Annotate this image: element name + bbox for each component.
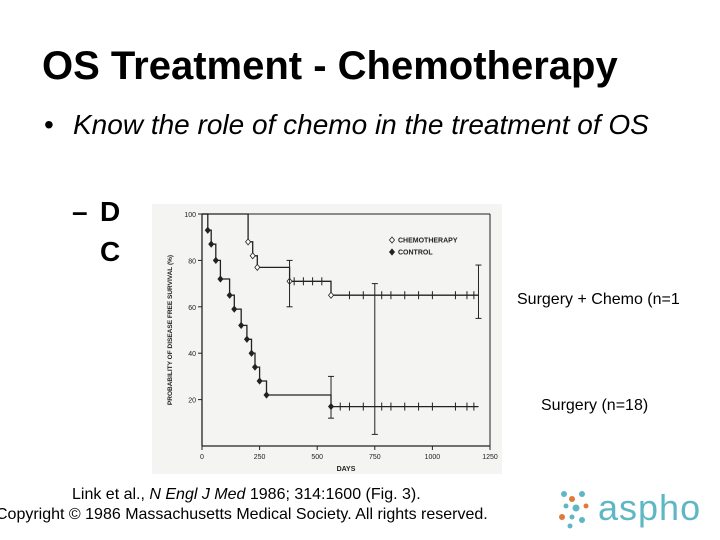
- chart-paper-background: [152, 204, 502, 474]
- citation-line-1: Link et al., N Engl J Med 1986; 314:1600…: [72, 485, 560, 505]
- sub-bullet-dash-icon: –: [72, 196, 88, 227]
- data-point-control: [231, 305, 238, 313]
- data-point-control: [208, 240, 215, 248]
- bullet-dot-icon: •: [44, 109, 54, 140]
- legend-marker-control: [388, 248, 396, 256]
- x-axis-label: DAYS: [337, 466, 356, 473]
- citation-line-2: Copyright © 1986 Massachusetts Medical S…: [0, 506, 488, 523]
- x-tick-label: 750: [369, 454, 381, 461]
- data-point-control: [243, 335, 250, 343]
- bullet-point: • Know the role of chemo in the treatmen…: [44, 108, 684, 142]
- sub-bullet-line-2: C: [100, 236, 121, 267]
- data-point-control: [204, 226, 211, 234]
- citation-volume: 1986; 314:1600 (Fig. 3).: [245, 486, 421, 503]
- citation: Link et al., N Engl J Med 1986; 314:1600…: [0, 485, 560, 525]
- data-point-control: [256, 377, 263, 385]
- sub-bullet-line-1: D: [100, 196, 121, 227]
- data-point-chemotherapy: [328, 291, 335, 299]
- legend-marker-chemotherapy: [388, 236, 396, 244]
- y-axis-label: PROBABILITY OF DISEASE FREE SURVIVAL (%): [167, 255, 174, 405]
- y-tick-label: 20: [188, 398, 196, 405]
- logo-text: aspho: [598, 487, 702, 528]
- data-point-chemotherapy: [254, 263, 261, 271]
- data-point-chemotherapy: [245, 238, 252, 246]
- data-point-control: [212, 256, 219, 265]
- slide-title: OS Treatment - Chemotherapy: [42, 44, 618, 88]
- data-point-control: [217, 275, 224, 283]
- survival-chart: 20 40 60 80 100 0 250 500 750 1000 1250 DAYS PROBABI…: [152, 204, 502, 474]
- aspho-logo: aspho: [556, 486, 716, 532]
- sub-bullet: – D C: [72, 192, 120, 272]
- annotation-surgery-chemo: Surgery + Chemo (n=1: [517, 291, 680, 308]
- y-tick-label: 100: [184, 212, 196, 219]
- data-point-control: [263, 391, 270, 399]
- annotation-surgery: Surgery (n=18): [541, 397, 649, 414]
- x-tick-label: 1250: [482, 454, 498, 461]
- dot-cluster-icon: [559, 491, 589, 529]
- data-point-control: [248, 349, 255, 357]
- series-line-chemotherapy: [202, 213, 479, 296]
- data-point-chemotherapy: [249, 252, 256, 260]
- data-point-control: [226, 291, 233, 299]
- citation-authors: Link et al.,: [72, 486, 150, 503]
- x-tick-label: 1000: [425, 454, 441, 461]
- x-tick-label: 500: [311, 454, 323, 461]
- citation-journal: N Engl J Med: [149, 486, 246, 503]
- y-tick-label: 60: [188, 305, 196, 312]
- x-tick-label: 250: [254, 454, 266, 461]
- legend-label-chemotherapy: CHEMOTHERAPY: [398, 238, 458, 245]
- bullet-text: Know the role of chemo in the treatment …: [73, 109, 649, 140]
- legend-label-control: CONTROL: [398, 250, 433, 257]
- y-tick-label: 80: [188, 258, 196, 265]
- x-tick-label: 0: [200, 454, 204, 461]
- y-tick-label: 40: [188, 351, 196, 358]
- data-point-control: [251, 363, 259, 371]
- data-point-control: [238, 321, 245, 329]
